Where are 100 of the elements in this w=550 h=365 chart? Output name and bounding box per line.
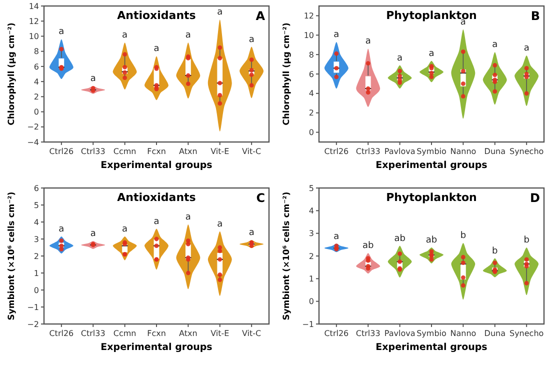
x-axis-title: Experimental groups [100,342,213,353]
y-tick-label: 12 [304,12,314,21]
y-tick-label: 6 [34,62,39,72]
x-tick-label: Atxn [179,329,198,338]
x-tick-label: Synecho [509,329,544,338]
annotation: D [530,191,540,205]
x-tick-label: Symbio [416,329,446,338]
annotation: a [524,44,530,54]
y-axis-title: Symbiont (×10⁶ cells cm⁻²) [7,192,17,320]
annotation: a [58,224,64,234]
y-tick-label: −1 [27,302,39,312]
y-tick-label: 2 [34,92,39,102]
y-tick-label: 0 [34,286,39,295]
x-tick-label: Vit-C [242,147,262,156]
x-tick-label: Ctrl26 [324,147,349,156]
annotation: a [185,212,191,223]
x-tick-label: Duna [484,329,506,338]
y-tick-label: −2 [27,320,39,329]
y-axis-title: Chlorophyll (μg cm⁻²) [282,22,292,126]
annotation: ab [362,241,374,252]
y-tick-label: 8 [308,50,314,60]
x-tick-label: Vit-C [242,329,262,338]
x-tick-label: Symbio [416,147,446,156]
annotation: a [492,40,498,50]
annotation: b [524,236,530,246]
x-tick-label: Ccmn [113,147,136,156]
annotation: a [58,27,64,38]
annotation: A [256,9,266,23]
annotation: b [492,246,498,256]
y-tick-label: 0 [308,297,314,306]
chart-title: Phytoplankton [386,191,477,204]
chart-title: Phytoplankton [386,9,477,22]
y-tick-label: 2 [308,252,314,261]
x-tick-label: Nanno [450,147,476,156]
chart-title: Antioxidants [117,9,196,22]
x-tick-label: Ccmn [113,329,136,338]
annotation: B [530,9,540,23]
y-tick-label: 12 [28,16,39,26]
y-tick-label: 5 [308,184,314,193]
y-tick-label: 4 [34,77,39,86]
annotation: a [90,74,96,84]
x-tick-label: Vit-E [210,147,230,156]
x-axis-title: Experimental groups [376,160,488,171]
x-axis-title: Experimental groups [376,342,488,353]
annotation: a [90,228,96,239]
y-axis-title: Chlorophyll (μg cm⁻²) [7,22,17,126]
y-tick-label: 4 [308,89,314,98]
x-tick-label: Synecho [509,147,544,156]
y-tick-label: 1 [34,268,39,278]
y-tick-label: 0 [308,128,314,138]
annotation: a [122,30,128,41]
y-tick-label: 5 [34,200,39,210]
y-tick-label: 3 [308,229,314,238]
x-tick-label: Vit-E [210,329,230,338]
annotation: a [428,48,434,59]
annotation: a [248,34,254,45]
y-tick-label: −4 [27,138,39,147]
y-tick-label: −2 [27,122,39,132]
x-tick-label: Ctrl33 [356,329,380,338]
x-tick-label: Ctrl26 [324,329,349,338]
x-tick-label: Fcxn [147,147,166,156]
chart-title: Antioxidants [117,191,196,204]
y-axis-title: Symbiont (×10⁶ cells cm⁻²) [282,192,292,320]
x-tick-label: Pavlova [384,147,416,156]
y-tick-label: 3 [34,234,39,244]
annotation: a [154,44,160,54]
y-tick-label: 10 [28,32,39,42]
annotation: a [334,30,340,40]
annotation: a [397,53,403,64]
annotation: ab [394,234,406,244]
annotation: a [154,216,160,227]
x-tick-label: Atxn [179,147,198,156]
x-tick-label: Ctrl26 [49,147,74,156]
y-tick-label: 1 [308,274,314,284]
annotation: C [256,191,266,205]
y-tick-label: 4 [34,218,39,227]
annotation: a [248,228,254,238]
x-tick-label: Pavlova [384,329,416,338]
y-tick-label: 0 [34,108,39,117]
x-tick-label: Nanno [450,329,476,338]
annotation: b [460,230,466,241]
y-tick-label: 4 [308,206,314,216]
annotation: a [365,36,371,47]
x-tick-label: Fcxn [147,329,166,338]
y-tick-label: 6 [34,184,39,193]
x-tick-label: Ctrl33 [356,147,380,156]
annotation: a [217,219,223,230]
annotation: a [217,8,223,18]
y-tick-label: 10 [304,30,314,40]
y-tick-label: −1 [302,320,314,329]
x-tick-label: Ctrl33 [80,329,106,338]
x-tick-label: Ctrl26 [49,329,74,338]
annotation: a [334,232,340,242]
y-tick-label: 8 [34,47,39,56]
annotation: a [122,224,128,234]
y-tick-label: 6 [308,70,314,79]
annotation: ab [426,236,438,246]
y-tick-label: 2 [34,252,39,261]
x-tick-label: Ctrl33 [80,147,106,156]
annotation: a [185,30,191,41]
